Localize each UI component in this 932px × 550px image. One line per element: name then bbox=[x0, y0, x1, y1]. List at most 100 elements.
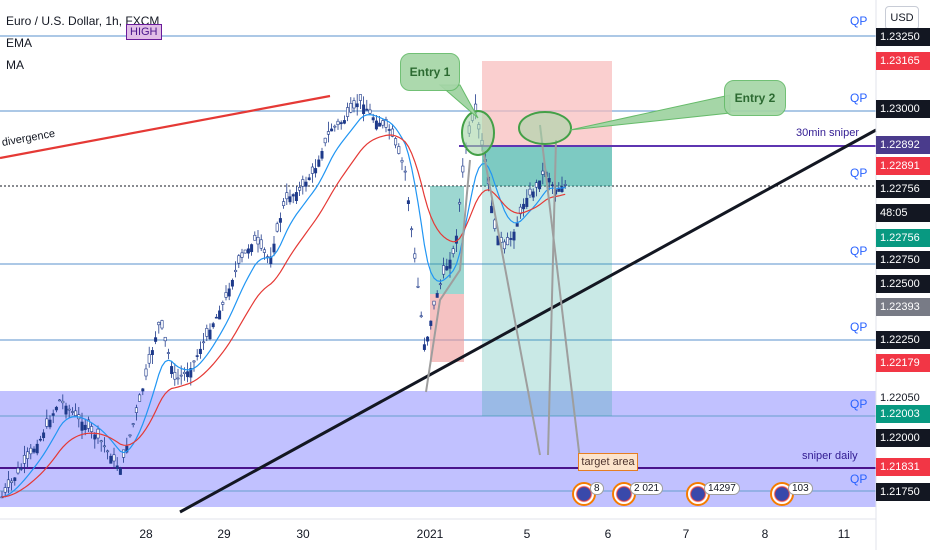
candle-body bbox=[106, 450, 110, 453]
x-tick: 5 bbox=[523, 527, 531, 541]
candle-body bbox=[227, 288, 231, 297]
candle-body bbox=[426, 336, 430, 342]
chart-legend: Euro / U.S. Dollar, 1h, FXCM HIGH EMA MA bbox=[6, 10, 162, 76]
entry2-ellipse[interactable] bbox=[518, 111, 572, 145]
price-axis-tag: 1.23250 bbox=[876, 28, 930, 46]
candle-body bbox=[182, 371, 186, 375]
candle-body bbox=[502, 241, 506, 250]
candle-body bbox=[394, 138, 398, 146]
candle-body bbox=[278, 218, 282, 223]
candle-body bbox=[381, 120, 385, 126]
event-count: 14297 bbox=[704, 482, 740, 495]
ema-legend[interactable]: EMA bbox=[6, 36, 33, 50]
candle-body bbox=[128, 434, 132, 437]
qp-label: QP bbox=[850, 397, 868, 411]
price-axis-tag: 1.21750 bbox=[876, 483, 930, 501]
candle-body bbox=[291, 194, 295, 197]
candle-body bbox=[285, 192, 289, 200]
price-axis-tag: 1.22393 bbox=[876, 298, 930, 316]
divergence-line[interactable] bbox=[0, 94, 331, 160]
candle-body bbox=[218, 310, 222, 320]
event-count: 103 bbox=[788, 482, 813, 495]
candle-body bbox=[422, 344, 426, 350]
candle-body bbox=[310, 166, 314, 174]
candle-body bbox=[131, 423, 135, 425]
candle-body bbox=[61, 400, 65, 404]
candle-body bbox=[256, 236, 260, 245]
candle-body bbox=[16, 467, 20, 474]
qp-label: QP bbox=[850, 320, 868, 334]
candle-body bbox=[13, 477, 17, 481]
economic-event[interactable]: 8 bbox=[572, 482, 604, 506]
candle-body bbox=[534, 182, 538, 188]
candle-body bbox=[109, 455, 113, 464]
price-axis-tag: 1.22756 bbox=[876, 180, 930, 198]
price-axis-tag: 1.22750 bbox=[876, 251, 930, 269]
candle-body bbox=[237, 255, 241, 264]
candle-body bbox=[445, 266, 449, 271]
candle-body bbox=[442, 265, 446, 275]
qp-label: QP bbox=[850, 14, 868, 28]
candle-body bbox=[243, 249, 247, 254]
candle-body bbox=[320, 151, 324, 159]
economic-event[interactable]: 14297 bbox=[686, 482, 740, 506]
ma-line bbox=[1, 134, 566, 498]
candle-body bbox=[83, 424, 87, 430]
candle-body bbox=[221, 302, 225, 305]
target-area-label[interactable]: target area bbox=[578, 453, 638, 471]
x-tick: 8 bbox=[761, 527, 769, 541]
candle-body bbox=[358, 94, 362, 101]
candle-body bbox=[378, 122, 382, 127]
candle-body bbox=[93, 434, 97, 440]
candle-body bbox=[26, 451, 30, 459]
candle-body bbox=[214, 316, 218, 319]
economic-event[interactable]: 103 bbox=[770, 482, 813, 506]
candle-body bbox=[150, 350, 154, 355]
candle-body bbox=[531, 191, 535, 198]
candle-body bbox=[195, 355, 199, 357]
candle-body bbox=[550, 184, 554, 187]
candle-body bbox=[374, 120, 378, 130]
x-tick: 28 bbox=[139, 527, 153, 541]
entry1-callout[interactable]: Entry 1 bbox=[400, 53, 460, 91]
candle-body bbox=[224, 292, 228, 298]
candle-body bbox=[125, 445, 129, 453]
ema-line bbox=[1, 113, 566, 498]
qp-label: QP bbox=[850, 166, 868, 180]
candle-body bbox=[246, 248, 250, 254]
candle-body bbox=[163, 336, 167, 342]
candle-body bbox=[29, 447, 33, 455]
entry2-callout[interactable]: Entry 2 bbox=[724, 80, 786, 116]
candle-body bbox=[32, 448, 36, 453]
candle-body bbox=[371, 117, 375, 121]
economic-event[interactable]: 2 021 bbox=[612, 482, 664, 506]
symbol-title[interactable]: Euro / U.S. Dollar, 1h, FXCM bbox=[6, 14, 160, 28]
candle-body bbox=[230, 279, 234, 287]
candle-body bbox=[509, 238, 513, 240]
candle-body bbox=[205, 328, 209, 337]
sniper-daily-label: sniper daily bbox=[802, 450, 858, 462]
candle-body bbox=[563, 184, 567, 186]
entry1-ellipse[interactable] bbox=[461, 110, 495, 156]
candle-body bbox=[400, 160, 404, 163]
trendline[interactable] bbox=[179, 128, 877, 514]
candle-body bbox=[349, 103, 353, 113]
candle-body bbox=[115, 465, 119, 469]
qp-label: QP bbox=[850, 472, 868, 486]
candle-body bbox=[144, 368, 148, 377]
candle-body bbox=[166, 352, 170, 354]
candle-body bbox=[390, 128, 394, 137]
candle-body bbox=[336, 120, 340, 125]
candle-body bbox=[51, 413, 55, 416]
currency-button[interactable]: USD bbox=[885, 6, 919, 30]
candle-body bbox=[413, 253, 417, 259]
candle-body bbox=[323, 137, 327, 144]
price-axis-tag: 1.22179 bbox=[876, 354, 930, 372]
candle-body bbox=[410, 228, 414, 231]
candle-body bbox=[122, 449, 126, 458]
ma-legend[interactable]: MA bbox=[6, 58, 24, 72]
candle-body bbox=[189, 368, 193, 378]
candle-body bbox=[170, 366, 174, 375]
price-axis-tag: 1.22250 bbox=[876, 331, 930, 349]
